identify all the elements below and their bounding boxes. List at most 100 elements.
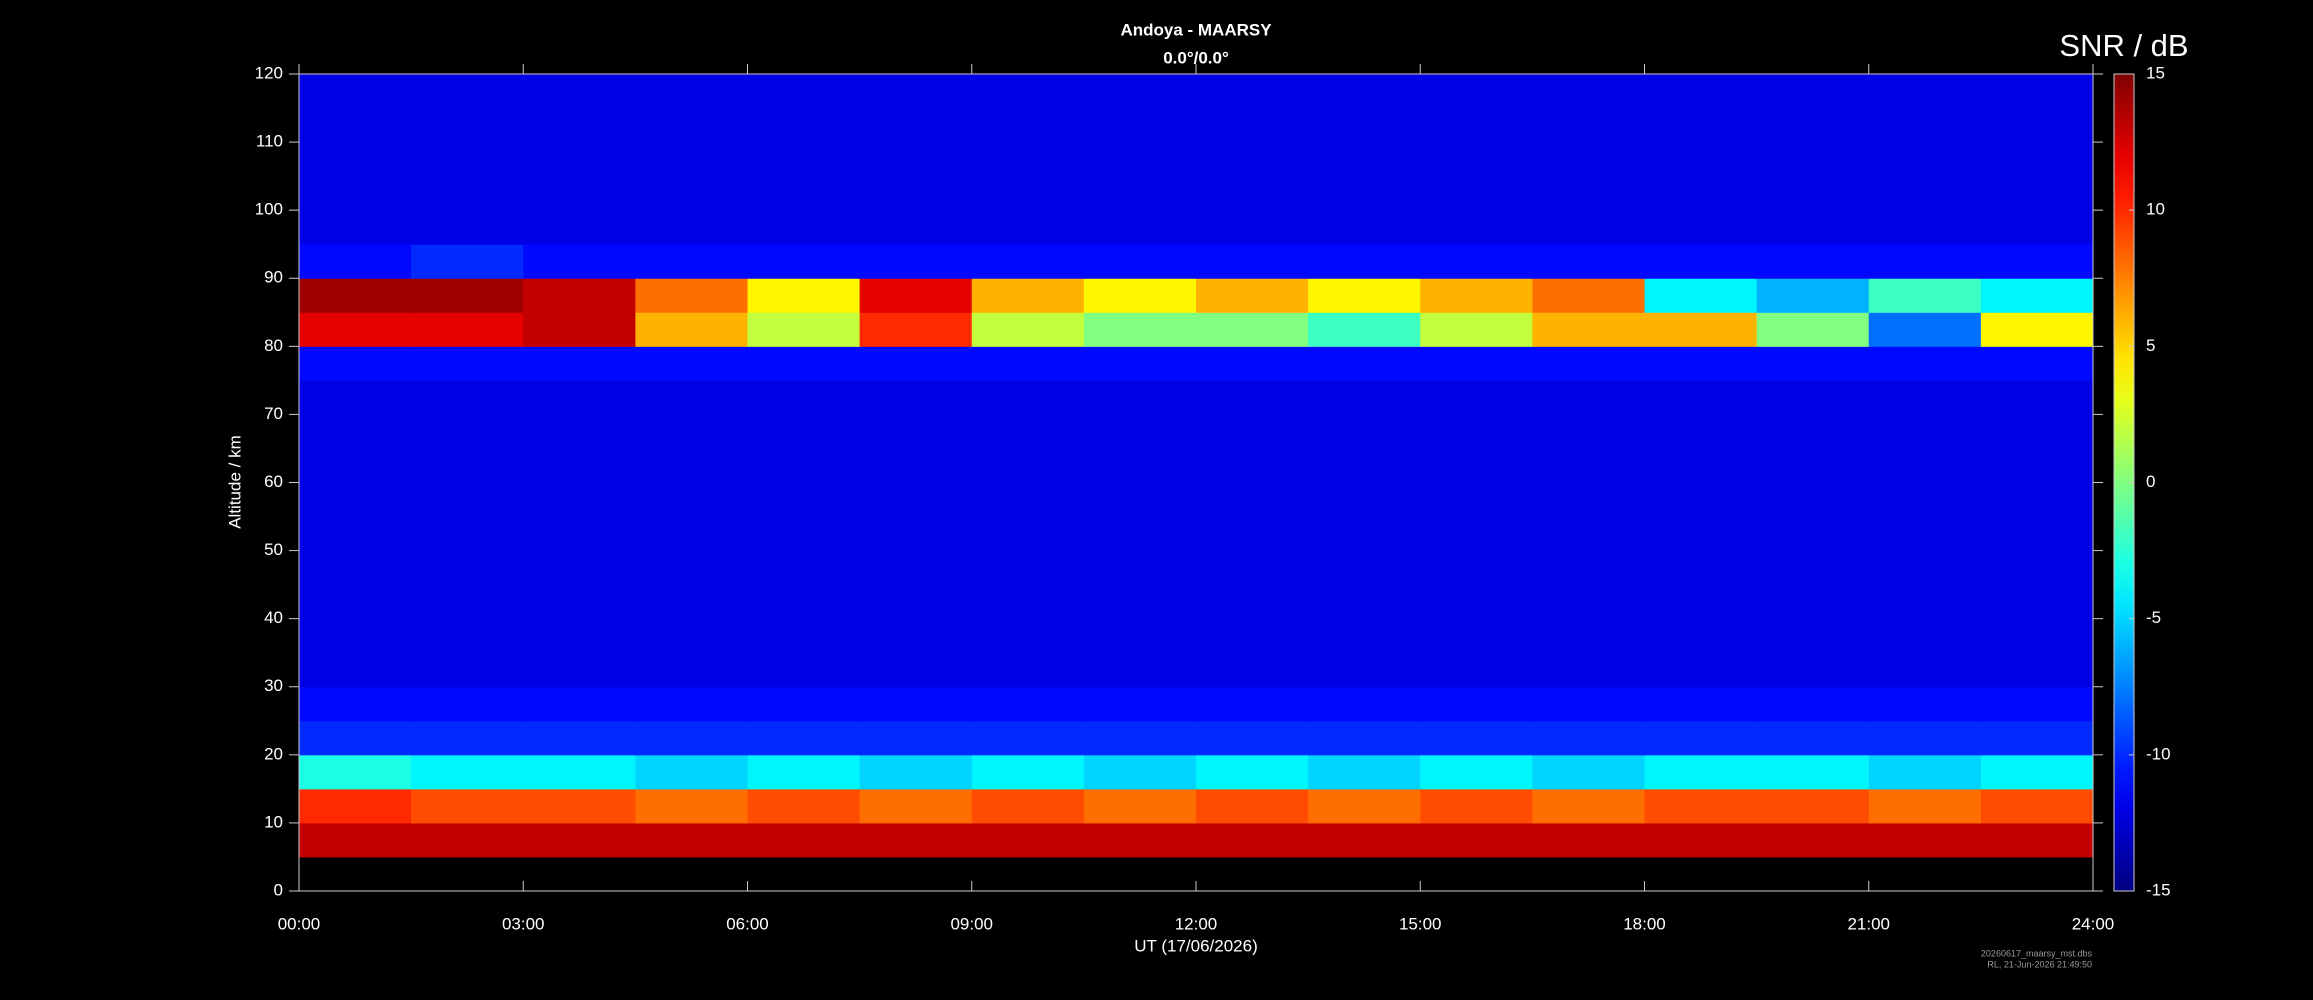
heatmap-cell <box>299 482 412 518</box>
heatmap-cell <box>1980 244 2094 279</box>
heatmap-cell <box>859 278 973 313</box>
heatmap-cell <box>1308 550 1421 586</box>
heatmap-cell <box>1756 74 1870 109</box>
heatmap-cell <box>859 618 973 654</box>
heatmap-cell <box>1196 822 1309 858</box>
heatmap-cell <box>971 652 1085 688</box>
heatmap-cell <box>1196 142 1309 177</box>
heatmap-cell <box>747 618 861 654</box>
heatmap-cell <box>1980 686 2094 722</box>
heatmap-cell <box>635 142 748 177</box>
heatmap-cell <box>1532 448 1645 483</box>
heatmap-cell <box>1868 448 1982 483</box>
heatmap-cell <box>1420 652 1533 688</box>
y-tick-label: 20 <box>264 744 283 763</box>
heatmap-cell <box>859 754 973 790</box>
heatmap-cell <box>1420 74 1533 109</box>
heatmap-cell <box>1420 210 1533 245</box>
heatmap-cell <box>1420 618 1533 654</box>
heatmap-cell <box>1644 74 1758 109</box>
heatmap-cell <box>1083 244 1197 279</box>
heatmap-cell <box>1083 686 1197 722</box>
heatmap-cell <box>1980 618 2094 654</box>
heatmap-cell <box>971 720 1085 756</box>
heatmap-cell <box>523 652 636 688</box>
heatmap-cell <box>1644 822 1758 858</box>
heatmap-cell <box>635 686 748 722</box>
heatmap-cell <box>1644 516 1758 552</box>
heatmap-cell <box>971 618 1085 654</box>
heatmap-cell <box>523 618 636 654</box>
heatmap-cell <box>1980 380 2094 415</box>
heatmap-cell <box>523 176 636 211</box>
chart-title: Andoya - MAARSY <box>1120 20 1272 39</box>
x-axis-label: UT (17/06/2026) <box>1134 936 1257 955</box>
heatmap-cell <box>411 346 524 381</box>
heatmap-cell <box>1083 618 1197 654</box>
colorbar-label: SNR / dB <box>2059 28 2188 63</box>
heatmap-cell <box>747 176 861 211</box>
heatmap-cell <box>1083 414 1197 449</box>
x-tick-label: 12:00 <box>1175 914 1218 933</box>
y-tick-label: 120 <box>255 63 283 82</box>
heatmap-cell <box>1644 754 1758 790</box>
heatmap-cell <box>411 754 524 790</box>
heatmap-cell <box>1308 754 1421 790</box>
heatmap-cell <box>299 686 412 722</box>
chart-subtitle: 0.0°/0.0° <box>1163 48 1229 67</box>
heatmap-cell <box>1532 788 1645 824</box>
heatmap-cell <box>747 244 861 279</box>
heatmap-cell <box>1756 210 1870 245</box>
heatmap-cell <box>1308 652 1421 688</box>
heatmap-cell <box>747 74 861 109</box>
heatmap-cell <box>411 822 524 858</box>
heatmap-cell <box>635 108 748 143</box>
heatmap-cell <box>1980 550 2094 586</box>
heatmap-cell <box>747 754 861 790</box>
heatmap-cell <box>299 346 412 381</box>
heatmap-cell <box>299 142 412 177</box>
heatmap-cell <box>1420 312 1533 347</box>
y-tick-label: 10 <box>264 812 283 831</box>
heatmap-cell <box>299 822 412 858</box>
heatmap-cell <box>635 720 748 756</box>
heatmap-cell <box>1980 278 2094 313</box>
heatmap-cell <box>1420 176 1533 211</box>
heatmap-cell <box>635 822 748 858</box>
heatmap-cell <box>523 720 636 756</box>
heatmap-cell <box>859 516 973 552</box>
heatmap-cell <box>1644 346 1758 381</box>
heatmap-cell <box>1644 380 1758 415</box>
heatmap-cell <box>971 516 1085 552</box>
heatmap-cell <box>1420 414 1533 449</box>
heatmap-cell <box>1980 584 2094 620</box>
colorbar-tick-label: 15 <box>2146 63 2165 82</box>
heatmap-cell <box>1756 720 1870 756</box>
heatmap-cell <box>1644 278 1758 313</box>
heatmap-cell <box>1196 618 1309 654</box>
heatmap-cell <box>523 822 636 858</box>
heatmap-cell <box>747 720 861 756</box>
heatmap-cell <box>635 278 748 313</box>
heatmap-cell <box>523 686 636 722</box>
heatmap-cell <box>1756 448 1870 483</box>
heatmap-cell <box>635 788 748 824</box>
heatmap-cell <box>635 380 748 415</box>
heatmap-cell <box>747 686 861 722</box>
heatmap-cell <box>859 312 973 347</box>
heatmap-cell <box>523 754 636 790</box>
heatmap-cell <box>1532 720 1645 756</box>
heatmap-cell <box>1532 346 1645 381</box>
heatmap-cell <box>1308 584 1421 620</box>
heatmap-cell <box>1196 448 1309 483</box>
heatmap-cell <box>1532 618 1645 654</box>
heatmap-cell <box>1532 414 1645 449</box>
heatmap-cell <box>299 278 412 313</box>
colorbar-tick-label: -5 <box>2146 608 2161 627</box>
heatmap-cell <box>299 74 412 109</box>
heatmap-cell <box>411 244 524 279</box>
heatmap-cell <box>635 516 748 552</box>
heatmap-cell <box>747 788 861 824</box>
heatmap-cell <box>1308 822 1421 858</box>
heatmap-cell <box>1420 108 1533 143</box>
